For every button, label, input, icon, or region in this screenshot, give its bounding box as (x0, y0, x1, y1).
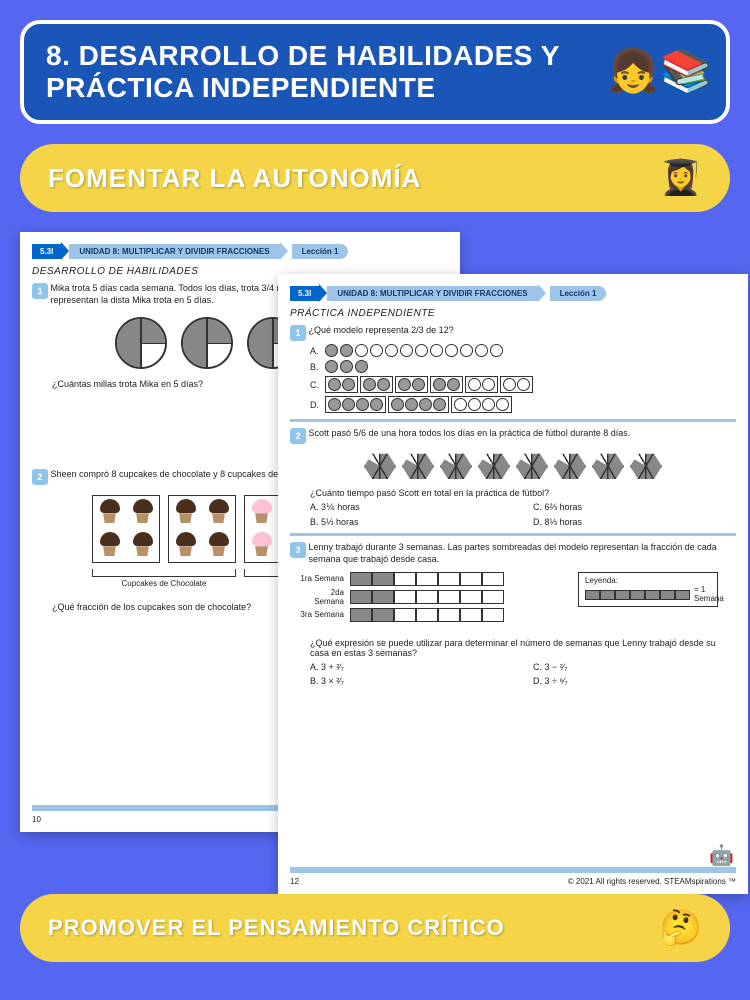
hexagon-icon (516, 452, 548, 480)
thinking-icon: 🤔 (660, 908, 702, 948)
answer-grid: A. 3⅙ horas C. 6⅔ horas B. 5⅓ horas D. 8… (310, 502, 736, 527)
copyright: © 2021 All rights reserved. STEAMspirati… (568, 877, 736, 886)
caption-choc: Cupcakes de Chocolate (92, 579, 236, 588)
question-followup: ¿Cuánto tiempo pasó Scott en total en la… (310, 488, 736, 498)
question-text: ¿Qué modelo representa 2/3 de 12? (309, 325, 733, 337)
ans-a: A. 3 + ²⁄₇ (310, 662, 513, 672)
option-a: A. (310, 344, 736, 357)
section-title: PRÁCTICA INDEPENDIENTE (290, 308, 736, 319)
answer-grid: A. 3 + ²⁄₇ C. 3 − ²⁄₇ B. 3 × ²⁄₇ D. 3 ÷ … (310, 662, 736, 686)
crumb-unit: UNIDAD 8: MULTIPLICAR Y DIVIDIR FRACCION… (327, 286, 537, 301)
ans-b: B. 5⅓ horas (310, 517, 513, 527)
ans-c: C. 6⅔ horas (533, 502, 736, 513)
pie-icon (115, 317, 167, 369)
chevron-icon (319, 284, 327, 302)
ans-a: A. 3⅙ horas (310, 502, 513, 513)
hexagon-icon (440, 452, 472, 480)
hexagon-icon (592, 452, 624, 480)
pill-critical-text: PROMOVER EL PENSAMIENTO CRÍTICO (48, 915, 505, 941)
pill-critical-thinking: PROMOVER EL PENSAMIENTO CRÍTICO 🤔 (20, 894, 730, 962)
student-icon: 👩‍🎓 (660, 158, 702, 198)
pill-autonomy-text: FOMENTAR LA AUTONOMÍA (48, 163, 421, 194)
hexagon-icon (364, 452, 396, 480)
pie-icon (181, 317, 233, 369)
ans-d: D. 3 ÷ ⁶⁄₇ (533, 676, 736, 686)
chevron-icon (538, 284, 546, 302)
pill-autonomy: FOMENTAR LA AUTONOMÍA 👩‍🎓 (20, 144, 730, 212)
crumb-code: 5.3l (32, 244, 61, 259)
option-b: B. (310, 360, 736, 373)
question-2: 2 Scott pasó 5/6 de una hora todos los d… (290, 428, 736, 444)
worksheet-pages: 5.3l UNIDAD 8: MULTIPLICAR Y DIVIDIR FRA… (20, 232, 730, 892)
option-d: D. (310, 396, 736, 413)
chevron-icon (61, 242, 69, 260)
worksheet-page-right: 5.3l UNIDAD 8: MULTIPLICAR Y DIVIDIR FRA… (278, 274, 748, 894)
header-banner: 8. DESARROLLO DE HABILIDADES Y PRÁCTICA … (20, 20, 730, 124)
page-number: 12 (290, 877, 299, 886)
week-row-3: 3ra Semana (300, 608, 736, 622)
question-number: 2 (290, 428, 306, 444)
question-1: 1 ¿Qué modelo representa 2/3 de 12? (290, 325, 736, 341)
hexagon-row (290, 452, 736, 480)
page-footer: 12 © 2021 All rights reserved. STEAMspir… (290, 867, 736, 886)
divider (290, 533, 736, 536)
chevron-icon (280, 242, 288, 260)
breadcrumb: 5.3l UNIDAD 8: MULTIPLICAR Y DIVIDIR FRA… (32, 242, 448, 260)
question-followup: ¿Qué expresión se puede utilizar para de… (310, 638, 736, 658)
girl-studying-icon: 👧📚 (607, 48, 712, 97)
bracket-icon (92, 569, 236, 577)
cupcake-box (168, 495, 236, 563)
page-number: 10 (32, 815, 41, 824)
header-title: 8. DESARROLLO DE HABILIDADES Y PRÁCTICA … (46, 40, 704, 104)
question-number: 1 (32, 283, 48, 299)
question-number: 2 (32, 469, 48, 485)
option-c: C. (310, 376, 736, 393)
breadcrumb: 5.3l UNIDAD 8: MULTIPLICAR Y DIVIDIR FRA… (290, 284, 736, 302)
ans-d: D. 8⅓ horas (533, 517, 736, 527)
crumb-code: 5.3l (290, 286, 319, 301)
question-text: Lenny trabajó durante 3 semanas. Las par… (309, 542, 733, 565)
cupcake-box (92, 495, 160, 563)
robot-icon: 🤖 (709, 843, 734, 868)
question-3: 3 Lenny trabajó durante 3 semanas. Las p… (290, 542, 736, 565)
legend: Leyenda: = 1 Semana (578, 572, 718, 607)
hexagon-icon (554, 452, 586, 480)
hexagon-icon (478, 452, 510, 480)
crumb-unit: UNIDAD 8: MULTIPLICAR Y DIVIDIR FRACCION… (69, 244, 279, 259)
question-number: 1 (290, 325, 306, 341)
ans-b: B. 3 × ²⁄₇ (310, 676, 513, 686)
crumb-lesson: Lección 1 (550, 286, 607, 301)
question-text: Scott pasó 5/6 de una hora todos los día… (309, 428, 733, 440)
ans-c: C. 3 − ²⁄₇ (533, 662, 736, 672)
crumb-lesson: Lección 1 (292, 244, 349, 259)
question-number: 3 (290, 542, 306, 558)
hexagon-icon (630, 452, 662, 480)
hexagon-icon (402, 452, 434, 480)
divider (290, 419, 736, 422)
